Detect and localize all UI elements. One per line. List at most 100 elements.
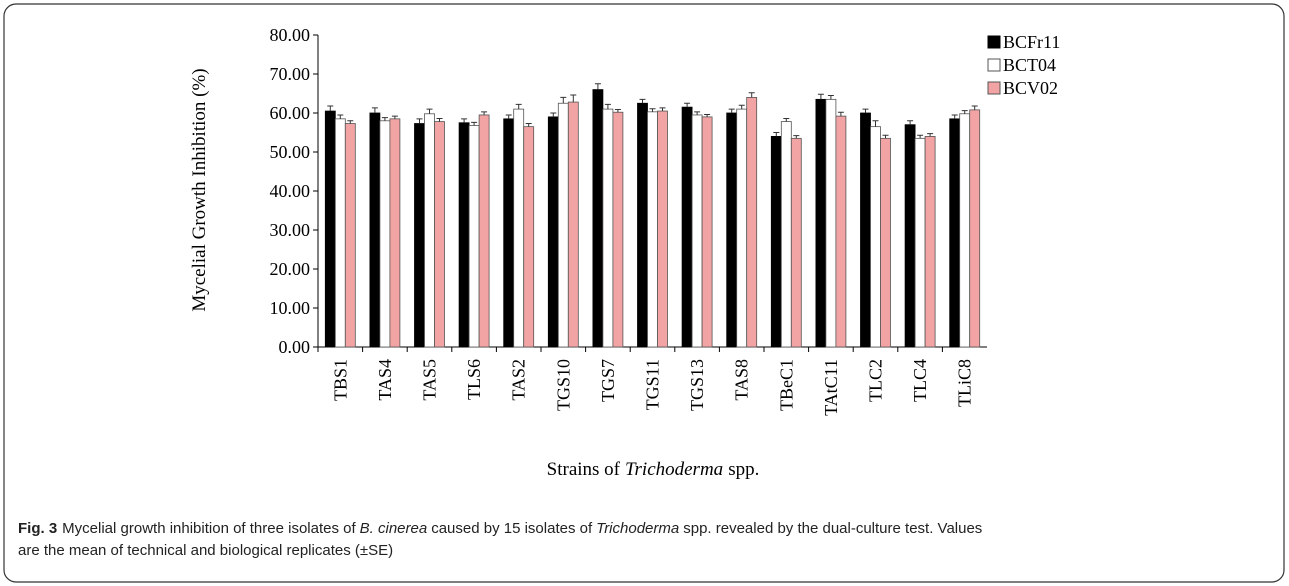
x-tick-label: TAS2: [509, 359, 529, 401]
x-tick-label: TAS4: [375, 359, 395, 401]
bar: [959, 113, 971, 348]
bar: [503, 118, 515, 348]
y-tick-label: 10.00: [270, 298, 311, 318]
error-bar: [525, 123, 532, 127]
error-bar: [471, 121, 478, 126]
x-tick-label: TAS8: [732, 359, 752, 401]
error-bar: [817, 93, 824, 100]
bar: [681, 106, 693, 348]
error-bar: [604, 103, 611, 110]
bar: [344, 123, 356, 348]
bar: [825, 98, 837, 348]
legend-swatch: [987, 81, 1001, 95]
error-bar: [837, 111, 844, 117]
bar: [736, 108, 748, 348]
bar: [334, 118, 346, 348]
legend-swatch: [987, 58, 1001, 72]
error-bar: [481, 111, 488, 115]
bar: [860, 112, 871, 348]
x-tick-label: TLC4: [910, 359, 930, 402]
legend-label: BCV02: [1003, 78, 1058, 98]
y-tick-label: 0.00: [279, 337, 311, 357]
x-tick-label: TGS7: [598, 359, 618, 402]
bar: [369, 112, 381, 348]
error-bar: [436, 117, 443, 122]
bar: [870, 126, 881, 348]
error-bar: [872, 120, 879, 127]
error-bar: [337, 114, 344, 119]
error-bar: [639, 98, 646, 104]
error-bar: [773, 132, 780, 137]
error-bar: [327, 105, 334, 112]
error-bar: [907, 120, 914, 125]
frame: [3, 3, 1285, 583]
legend-label: BCT04: [1003, 55, 1056, 75]
bar: [835, 115, 847, 348]
bar: [458, 122, 470, 348]
error-bar: [347, 120, 354, 124]
error-bar: [550, 112, 557, 117]
bar: [924, 135, 936, 348]
bar: [637, 102, 648, 348]
bar: [647, 111, 658, 348]
bar: [691, 114, 703, 348]
bar: [904, 124, 916, 348]
bar: [880, 137, 891, 348]
x-tick-label: TLiC8: [955, 359, 975, 407]
bar: [389, 118, 401, 348]
error-bar: [659, 107, 666, 112]
x-tick-label: TBS1: [330, 359, 350, 401]
bar: [592, 89, 604, 348]
error-bar: [882, 134, 889, 139]
error-bar: [917, 134, 924, 139]
bar: [434, 121, 445, 348]
error-bar: [614, 108, 621, 113]
bar: [746, 97, 758, 348]
bar: [424, 113, 435, 348]
caption: are the mean of technical and biological…: [18, 542, 393, 559]
error-bar: [793, 135, 800, 139]
bar: [379, 120, 391, 348]
error-bar: [560, 96, 567, 104]
error-bar: [971, 105, 978, 110]
bar: [914, 137, 926, 348]
y-tick-label: 70.00: [270, 64, 311, 84]
y-tick-label: 40.00: [270, 181, 311, 201]
error-bar: [827, 94, 834, 100]
error-bar: [505, 114, 512, 119]
bar: [726, 112, 738, 348]
error-bar: [748, 92, 755, 98]
bar: [790, 137, 802, 348]
error-bar: [783, 117, 790, 122]
x-tick-label: TAS5: [420, 359, 440, 401]
error-bar: [594, 83, 601, 90]
x-tick-label: TGS13: [687, 359, 707, 411]
error-bar: [515, 103, 522, 110]
bar: [523, 126, 535, 348]
x-tick-label: TGS10: [553, 359, 573, 411]
caption: Fig. 3 Mycelial growth inhibition of thre…: [18, 520, 982, 537]
bar: [324, 110, 336, 348]
x-tick-label: TBeC1: [776, 359, 796, 411]
bar: [969, 109, 981, 348]
bar: [770, 135, 782, 348]
error-bar: [649, 108, 656, 112]
error-bar: [694, 111, 701, 115]
x-tick-label: TGS11: [643, 359, 663, 410]
x-tick-label: TLC2: [866, 359, 886, 402]
error-bar: [684, 102, 691, 108]
error-bar: [416, 118, 423, 124]
bar: [949, 118, 961, 348]
legend-label: BCFr11: [1003, 32, 1060, 52]
y-tick-label: 50.00: [270, 142, 311, 162]
error-bar: [371, 107, 378, 113]
bar: [657, 110, 668, 348]
x-tick-label: TAtC11: [821, 359, 841, 416]
bar: [513, 108, 525, 348]
y-tick-label: 60.00: [270, 103, 311, 123]
error-bar: [951, 114, 958, 119]
y-tick-label: 30.00: [270, 220, 311, 240]
bar: [567, 101, 579, 348]
error-bar: [391, 115, 398, 119]
